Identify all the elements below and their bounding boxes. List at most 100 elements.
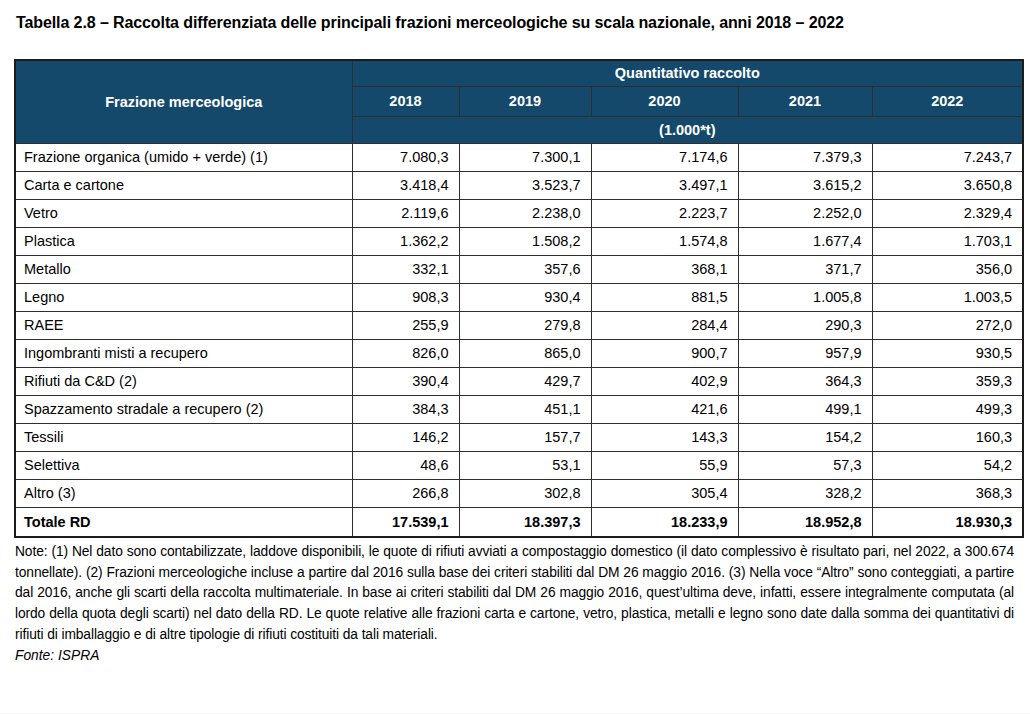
column-group-header-quantitativo: Quantitativo raccolto xyxy=(352,60,1023,86)
total-row: Totale RD 17.539,118.397,318.233,918.952… xyxy=(15,507,1023,537)
row-label: Tessili xyxy=(15,423,352,451)
cell-value: 1.574,8 xyxy=(591,227,738,255)
table-row: Metallo332,1357,6368,1371,7356,0 xyxy=(15,255,1023,283)
cell-value: 3.650,8 xyxy=(872,171,1023,199)
cell-value: 305,4 xyxy=(591,479,738,507)
row-label: Legno xyxy=(15,283,352,311)
cell-value: 451,1 xyxy=(459,395,591,423)
table-notes: Note: (1) Nel dato sono contabilizzate, … xyxy=(15,542,1014,646)
cell-value: 1.703,1 xyxy=(872,227,1023,255)
cell-value: 160,3 xyxy=(872,423,1023,451)
cell-value: 332,1 xyxy=(352,255,459,283)
cell-value: 48,6 xyxy=(352,451,459,479)
cell-value: 57,3 xyxy=(738,451,872,479)
cell-value: 302,8 xyxy=(459,479,591,507)
cell-value: 359,3 xyxy=(872,367,1023,395)
total-value: 18.397,3 xyxy=(459,507,591,537)
table-row: Legno908,3930,4881,51.005,81.003,5 xyxy=(15,283,1023,311)
total-value: 18.952,8 xyxy=(738,507,872,537)
source-line: Fonte: ISPRA xyxy=(15,646,1014,667)
cell-value: 2.252,0 xyxy=(738,199,872,227)
cell-value: 2.238,0 xyxy=(459,199,591,227)
cell-value: 3.497,1 xyxy=(591,171,738,199)
cell-value: 421,6 xyxy=(591,395,738,423)
row-label: Metallo xyxy=(15,255,352,283)
table-row: Ingombranti misti a recupero826,0865,090… xyxy=(15,339,1023,367)
cell-value: 1.005,8 xyxy=(738,283,872,311)
table-row: Plastica1.362,21.508,21.574,81.677,41.70… xyxy=(15,227,1023,255)
cell-value: 371,7 xyxy=(738,255,872,283)
cell-value: 1.362,2 xyxy=(352,227,459,255)
cell-value: 7.379,3 xyxy=(738,143,872,171)
cell-value: 364,3 xyxy=(738,367,872,395)
cell-value: 368,3 xyxy=(872,479,1023,507)
cell-value: 255,9 xyxy=(352,311,459,339)
cell-value: 900,7 xyxy=(591,339,738,367)
table-row: Selettiva48,653,155,957,354,2 xyxy=(15,451,1023,479)
year-header: 2020 xyxy=(591,86,738,116)
total-value: 17.539,1 xyxy=(352,507,459,537)
cell-value: 146,2 xyxy=(352,423,459,451)
cell-value: 54,2 xyxy=(872,451,1023,479)
table-row: Frazione organica (umido + verde) (1)7.0… xyxy=(15,143,1023,171)
row-label: Selettiva xyxy=(15,451,352,479)
table-row: RAEE255,9279,8284,4290,3272,0 xyxy=(15,311,1023,339)
year-header: 2019 xyxy=(459,86,591,116)
column-header-frazione-merceologica: Frazione merceologica xyxy=(15,60,352,143)
cell-value: 55,9 xyxy=(591,451,738,479)
data-table: Frazione merceologica Quantitativo racco… xyxy=(14,59,1024,538)
cell-value: 368,1 xyxy=(591,255,738,283)
row-label: Spazzamento stradale a recupero (2) xyxy=(15,395,352,423)
total-value: 18.930,3 xyxy=(872,507,1023,537)
cell-value: 154,2 xyxy=(738,423,872,451)
cell-value: 290,3 xyxy=(738,311,872,339)
cell-value: 1.003,5 xyxy=(872,283,1023,311)
row-label: Frazione organica (umido + verde) (1) xyxy=(15,143,352,171)
cell-value: 272,0 xyxy=(872,311,1023,339)
year-header: 2021 xyxy=(738,86,872,116)
cell-value: 908,3 xyxy=(352,283,459,311)
cell-value: 402,9 xyxy=(591,367,738,395)
total-value: 18.233,9 xyxy=(591,507,738,537)
table-body: Frazione organica (umido + verde) (1)7.0… xyxy=(15,143,1023,507)
cell-value: 356,0 xyxy=(872,255,1023,283)
cell-value: 279,8 xyxy=(459,311,591,339)
row-label: Vetro xyxy=(15,199,352,227)
cell-value: 284,4 xyxy=(591,311,738,339)
cell-value: 7.243,7 xyxy=(872,143,1023,171)
cell-value: 2.329,4 xyxy=(872,199,1023,227)
year-header: 2018 xyxy=(352,86,459,116)
cell-value: 429,7 xyxy=(459,367,591,395)
cell-value: 266,8 xyxy=(352,479,459,507)
row-label: Carta e cartone xyxy=(15,171,352,199)
cell-value: 143,3 xyxy=(591,423,738,451)
table-row: Tessili146,2157,7143,3154,2160,3 xyxy=(15,423,1023,451)
cell-value: 157,7 xyxy=(459,423,591,451)
cell-value: 328,2 xyxy=(738,479,872,507)
cell-value: 7.080,3 xyxy=(352,143,459,171)
cell-value: 826,0 xyxy=(352,339,459,367)
cell-value: 3.615,2 xyxy=(738,171,872,199)
cell-value: 957,9 xyxy=(738,339,872,367)
table-row: Rifiuti da C&D (2)390,4429,7402,9364,335… xyxy=(15,367,1023,395)
unit-header: (1.000*t) xyxy=(352,116,1023,143)
row-label: Ingombranti misti a recupero xyxy=(15,339,352,367)
cell-value: 3.523,7 xyxy=(459,171,591,199)
cell-value: 357,6 xyxy=(459,255,591,283)
cell-value: 2.119,6 xyxy=(352,199,459,227)
cell-value: 3.418,4 xyxy=(352,171,459,199)
cell-value: 881,5 xyxy=(591,283,738,311)
row-label: Altro (3) xyxy=(15,479,352,507)
row-label: Plastica xyxy=(15,227,352,255)
cell-value: 930,4 xyxy=(459,283,591,311)
year-header: 2022 xyxy=(872,86,1023,116)
table-row: Altro (3)266,8302,8305,4328,2368,3 xyxy=(15,479,1023,507)
cell-value: 2.223,7 xyxy=(591,199,738,227)
row-label: Rifiuti da C&D (2) xyxy=(15,367,352,395)
cell-value: 53,1 xyxy=(459,451,591,479)
table-row: Carta e cartone3.418,43.523,73.497,13.61… xyxy=(15,171,1023,199)
table-caption: Tabella 2.8 – Raccolta differenziata del… xyxy=(16,11,1014,34)
cell-value: 499,3 xyxy=(872,395,1023,423)
cell-value: 390,4 xyxy=(352,367,459,395)
table-row: Vetro2.119,62.238,02.223,72.252,02.329,4 xyxy=(15,199,1023,227)
